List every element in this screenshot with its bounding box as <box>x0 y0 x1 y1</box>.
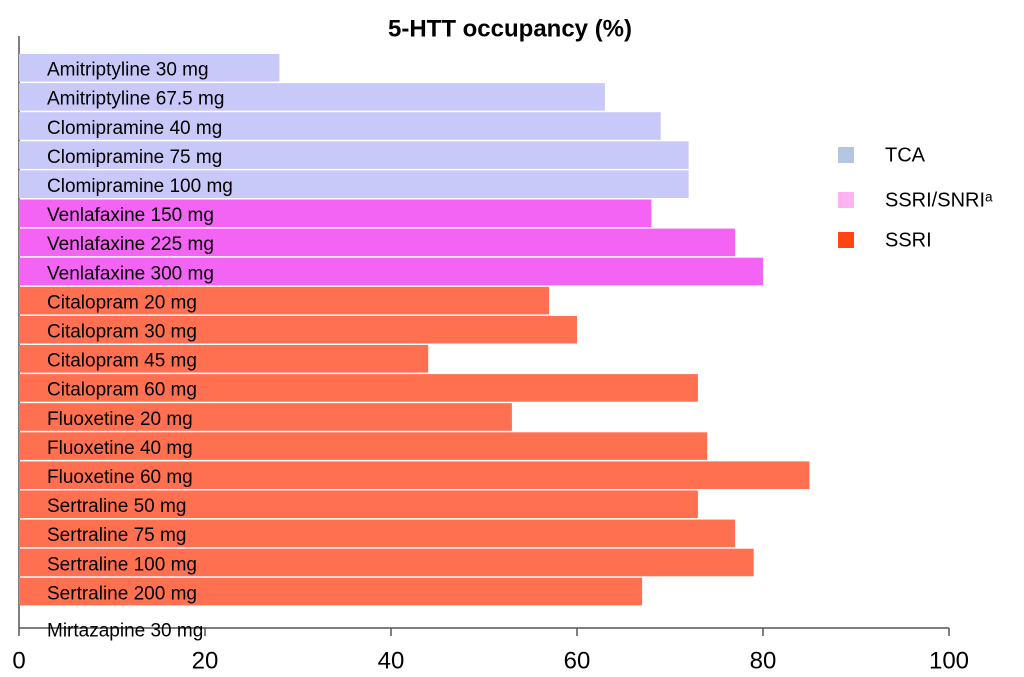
category-label: Sertraline 200 mg <box>47 583 197 604</box>
bar <box>19 432 708 460</box>
legend-label: TCA <box>885 144 926 166</box>
x-tick-label: 0 <box>12 647 25 674</box>
bar <box>19 374 698 402</box>
bar <box>19 286 550 315</box>
bar <box>19 257 763 286</box>
legend-swatch <box>838 232 854 248</box>
category-label: Amitriptyline 67.5 mg <box>47 89 224 110</box>
legend-swatch <box>838 147 854 163</box>
category-label: Venlafaxine 225 mg <box>47 234 214 255</box>
category-label: Sertraline 75 mg <box>47 525 186 546</box>
bar <box>19 315 577 344</box>
bar <box>19 112 661 140</box>
x-tick-label: 40 <box>378 647 405 674</box>
x-tick-label: 80 <box>750 647 777 674</box>
category-label: Sertraline 50 mg <box>47 496 186 517</box>
category-label: Citalopram 20 mg <box>47 292 197 313</box>
bar <box>19 199 652 228</box>
bar <box>19 345 429 373</box>
category-label: Fluoxetine 20 mg <box>47 409 193 430</box>
bar <box>19 403 512 431</box>
bar <box>19 54 280 82</box>
category-label: Venlafaxine 150 mg <box>47 205 214 226</box>
category-label: Clomipramine 100 mg <box>47 176 233 197</box>
bar <box>19 83 605 111</box>
bar <box>19 490 698 519</box>
bar <box>19 141 689 169</box>
category-label: Citalopram 30 mg <box>47 321 197 342</box>
category-label: Clomipramine 40 mg <box>47 118 222 139</box>
category-label: Sertraline 100 mg <box>47 554 197 575</box>
legend-label: SSRI <box>885 229 932 251</box>
x-tick-label: 100 <box>929 647 969 674</box>
x-tick-label: 20 <box>192 647 219 674</box>
category-label: Clomipramine 75 mg <box>47 147 222 168</box>
category-label: Amitriptyline 30 mg <box>47 60 209 81</box>
legend-label: SSRI/SNRIᵃ <box>885 189 993 211</box>
bar <box>19 577 643 606</box>
bar <box>19 519 736 548</box>
x-tick-label: 60 <box>564 647 591 674</box>
category-label: Mirtazapine 30 mg <box>47 620 203 641</box>
category-label: Citalopram 45 mg <box>47 351 197 372</box>
bar <box>19 228 736 257</box>
bar <box>19 170 689 198</box>
category-label: Venlafaxine 300 mg <box>47 263 214 284</box>
bar <box>19 461 810 489</box>
category-label: Fluoxetine 40 mg <box>47 438 193 459</box>
category-label: Citalopram 60 mg <box>47 380 197 401</box>
legend-swatch <box>838 192 854 208</box>
category-label: Fluoxetine 60 mg <box>47 467 193 488</box>
bar <box>19 548 754 577</box>
chart-title: 5-HTT occupancy (%) <box>388 15 632 42</box>
